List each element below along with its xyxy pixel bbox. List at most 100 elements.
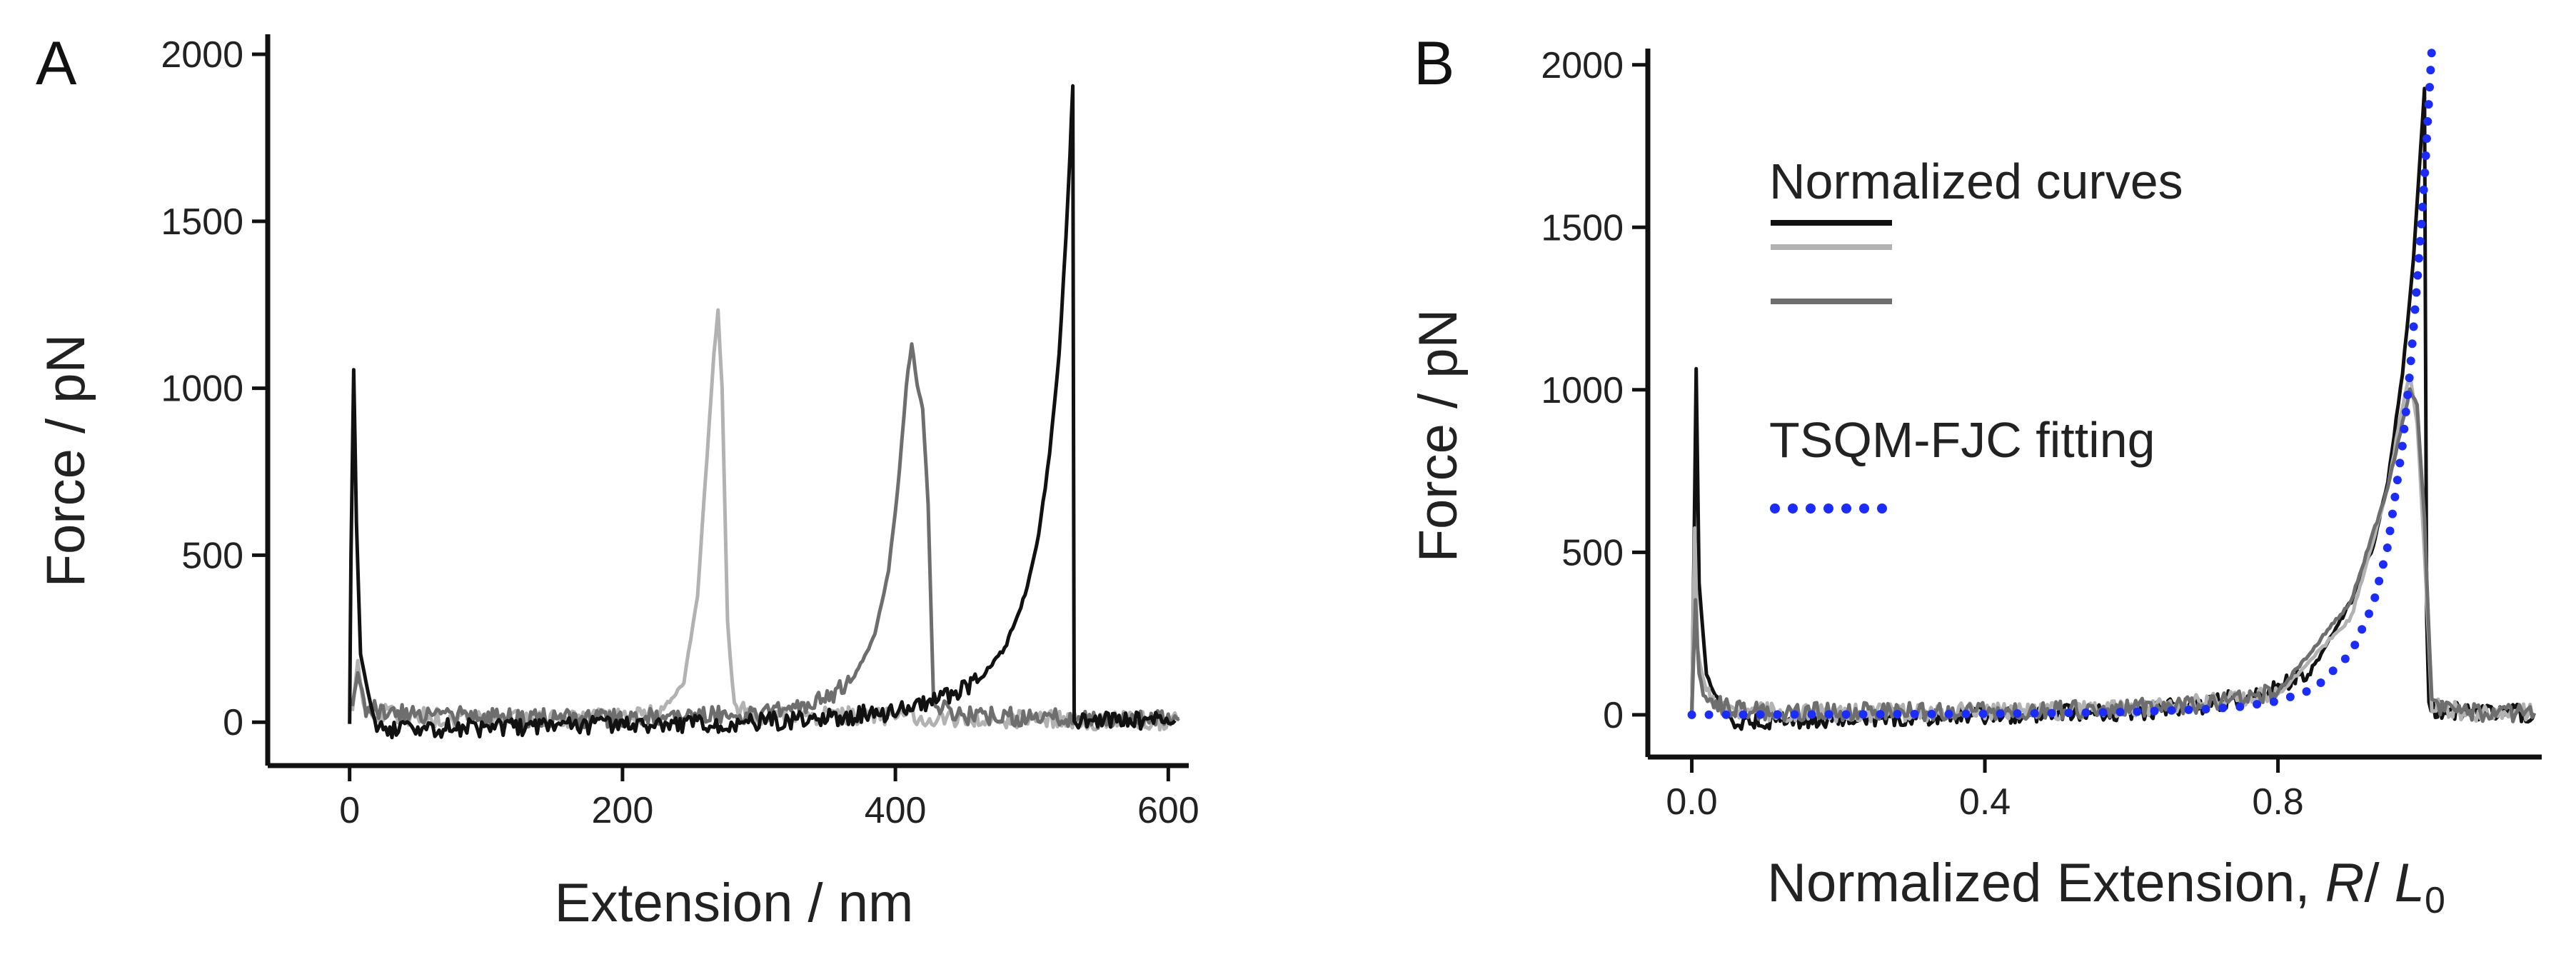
fit-dot: [2269, 697, 2278, 706]
fit-dot: [2285, 692, 2295, 701]
fit-dot: [2413, 271, 2422, 280]
legend-swatch-fit-dotted: [1770, 503, 1887, 513]
panel-b-x-axis-title: Normalized Extension, R/ L0: [1767, 853, 2445, 921]
legend-fit-dot: [1770, 503, 1780, 513]
fit-dot: [2388, 509, 2397, 518]
y-tick-label: 500: [181, 535, 243, 576]
fit-dot: [2115, 708, 2125, 717]
legend-fit-dot: [1859, 503, 1869, 513]
x-tick-label: 200: [592, 790, 654, 831]
fit-dot: [2400, 424, 2409, 434]
fit-dot: [2419, 185, 2428, 194]
fit-dot: [1927, 709, 1936, 718]
x-tick-label: 400: [865, 790, 927, 831]
series-line-curve-black: [348, 84, 1177, 740]
x-tick-label: 600: [1137, 790, 1199, 831]
fit-dot: [2365, 609, 2374, 618]
fit-dot: [2403, 391, 2413, 400]
panel-a-y-axis-title: Force / pN: [36, 334, 96, 588]
fit-dot: [2340, 654, 2350, 663]
fit-dot: [1978, 709, 1988, 718]
series-line-curve-dark-gray: [351, 342, 1179, 730]
fit-dot: [1687, 710, 1696, 719]
fit-dot: [1858, 710, 1868, 719]
fit-dot: [2235, 702, 2245, 711]
fit-dot: [2385, 526, 2395, 536]
panel-b-axes: 0 500 1000 1500 2000 0.0 0.4 0.8: [1541, 45, 2542, 823]
fit-dot: [2350, 641, 2360, 650]
legend-label-tsqm-fjc-fitting: TSQM-FJC fitting: [1769, 412, 2155, 468]
panel-b: B 0 500 1000 1500 2000 0.0 0.4 0.8 Force / pN N…: [1408, 29, 2542, 921]
y-tick-label: 0: [1603, 695, 1624, 736]
fit-dot: [2401, 407, 2410, 416]
fit-dot: [1910, 709, 1919, 718]
fit-dot: [1704, 710, 1714, 719]
fit-dot: [2425, 83, 2435, 92]
y-tick-label: 0: [223, 702, 243, 743]
x-tick-label: 0.8: [2252, 781, 2303, 823]
fit-dot: [1790, 710, 1799, 719]
legend-fit-dot: [1841, 503, 1851, 513]
fit-dot: [1961, 709, 1971, 718]
panel-label-b: B: [1414, 29, 1454, 98]
panel-b-y-axis-title: Force / pN: [1408, 309, 1469, 563]
fit-dot: [2064, 708, 2073, 718]
fit-dot: [2302, 687, 2311, 696]
legend-fit-dot: [1877, 503, 1887, 513]
fit-dot: [1756, 710, 1765, 719]
fit-dot: [1773, 710, 1782, 719]
x-axis-title-slash: /: [2364, 853, 2394, 913]
legend-fit-dot: [1806, 503, 1816, 513]
x-tick-label: 0: [339, 790, 360, 831]
fit-dot: [2421, 151, 2430, 160]
y-tick-label: 2000: [161, 34, 243, 76]
x-axis-title-l: L: [2395, 853, 2425, 913]
y-tick-label: 1000: [1541, 370, 1624, 411]
fit-dot: [2393, 476, 2402, 485]
fit-dot: [1996, 709, 2005, 718]
series-fit-dotted: [1687, 49, 2436, 719]
series-line-curve-light-gray: [351, 308, 1181, 732]
fit-dot: [1876, 710, 1885, 719]
fit-dot: [2375, 576, 2384, 586]
y-tick-label: 1500: [161, 201, 243, 243]
fit-dot: [2184, 705, 2193, 714]
panel-a-x-axis-title: Extension / nm: [555, 873, 914, 933]
fit-dot: [2201, 704, 2210, 713]
y-tick-label: 500: [1561, 532, 1624, 573]
x-axis-title-text: Normalized Extension,: [1767, 853, 2325, 913]
fit-dot: [2167, 706, 2176, 715]
panel-b-plot-area: [1687, 49, 2537, 731]
fit-dot: [2420, 168, 2430, 177]
x-tick-label: 0.4: [1959, 781, 2011, 823]
y-tick-label: 1500: [1541, 207, 1624, 249]
fit-dot: [2358, 625, 2367, 634]
fit-dot: [2417, 219, 2426, 229]
y-tick-label: 1000: [161, 369, 243, 410]
fit-dot: [2098, 708, 2108, 717]
fit-dot: [2013, 709, 2022, 718]
fit-dot: [2150, 706, 2159, 716]
fit-dot: [2409, 322, 2418, 331]
fit-dot: [1824, 710, 1833, 719]
fit-dot: [2370, 593, 2380, 602]
y-tick-label: 2000: [1541, 45, 1624, 86]
fit-dot: [2378, 560, 2388, 569]
fit-dot: [2427, 49, 2436, 58]
fit-dot: [1893, 710, 1902, 719]
fit-dot: [2030, 708, 2039, 718]
fit-dot: [2398, 441, 2407, 451]
fit-dot: [1944, 709, 1953, 718]
fit-dot: [1721, 710, 1731, 719]
fit-dot: [2423, 117, 2432, 126]
legend-fit-dot: [1823, 503, 1833, 513]
x-axis-title-subscript: 0: [2425, 880, 2445, 921]
fit-dot: [1841, 710, 1851, 719]
x-axis-title-r: R: [2325, 853, 2365, 913]
legend-fit-dot: [1788, 503, 1798, 513]
fit-dot: [2412, 288, 2421, 297]
fit-dot: [2406, 356, 2415, 366]
legend-title-normalized-curves: Normalized curves: [1769, 154, 2183, 209]
